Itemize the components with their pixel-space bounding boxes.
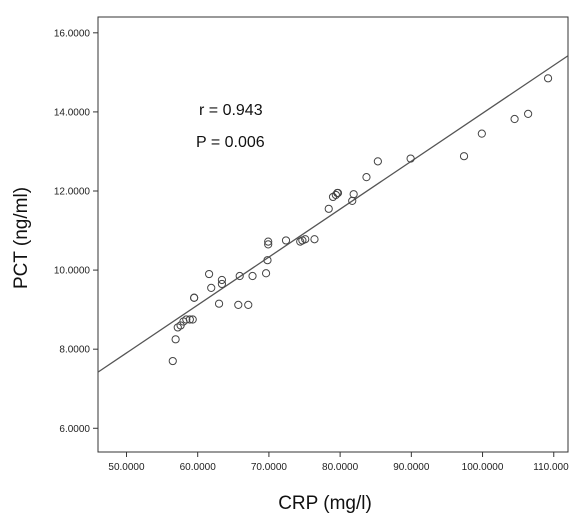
x-tick-label: 70.0000 bbox=[251, 462, 288, 473]
x-tick-label: 60.0000 bbox=[180, 462, 217, 473]
data-point bbox=[477, 129, 486, 138]
y-axis-title: PCT (ng/ml) bbox=[11, 187, 32, 289]
data-point bbox=[331, 190, 340, 200]
data-point bbox=[261, 269, 271, 278]
data-point bbox=[217, 275, 227, 285]
data-point bbox=[264, 240, 273, 249]
data-point bbox=[510, 114, 519, 124]
data-point bbox=[244, 300, 253, 309]
annotation-p: P = 0.006 bbox=[196, 134, 265, 151]
x-tick-label: 80.0000 bbox=[322, 462, 359, 473]
y-tick-label: 12.0000 bbox=[54, 187, 91, 198]
data-point bbox=[333, 188, 343, 198]
data-point bbox=[264, 237, 273, 246]
data-point bbox=[217, 279, 227, 289]
fit-line bbox=[97, 55, 569, 373]
data-point bbox=[171, 335, 180, 344]
data-point bbox=[349, 190, 358, 199]
data-point bbox=[459, 152, 469, 161]
x-tick-label: 110.0000 bbox=[533, 462, 569, 473]
data-point bbox=[190, 293, 199, 302]
data-point bbox=[188, 315, 197, 324]
y-tick-label: 10.0000 bbox=[54, 266, 91, 277]
annotation-r: r = 0.943 bbox=[199, 102, 263, 119]
data-point bbox=[310, 235, 319, 244]
data-point bbox=[406, 154, 415, 163]
data-point bbox=[373, 157, 382, 166]
data-point bbox=[235, 271, 244, 281]
x-tick-label: 90.0000 bbox=[393, 462, 430, 473]
y-tick-label: 8.0000 bbox=[59, 345, 90, 356]
data-point bbox=[263, 256, 272, 265]
data-point bbox=[301, 235, 310, 244]
y-axis: 6.0000 8.0000 10.0000 12.0000 14.0000 16.0000 bbox=[54, 28, 98, 435]
data-point bbox=[324, 204, 333, 213]
data-points bbox=[168, 74, 553, 366]
data-point bbox=[362, 173, 371, 182]
data-point bbox=[248, 271, 257, 281]
data-point bbox=[182, 315, 191, 324]
data-point bbox=[281, 236, 291, 245]
data-point bbox=[214, 299, 224, 308]
x-tick-label: 50.0000 bbox=[108, 462, 145, 473]
x-tick-label: 100.0000 bbox=[462, 462, 504, 473]
x-axis-title: CRP (mg/l) bbox=[278, 493, 372, 514]
y-tick-label: 14.0000 bbox=[54, 107, 91, 118]
data-point bbox=[543, 74, 553, 83]
y-tick-label: 6.0000 bbox=[59, 424, 90, 435]
data-point bbox=[207, 283, 216, 292]
data-point bbox=[524, 109, 533, 118]
data-point bbox=[296, 237, 305, 246]
data-point bbox=[204, 269, 214, 279]
data-point bbox=[234, 300, 243, 309]
x-axis: 50.0000 60.0000 70.0000 80.0000 90.0000 100.0… bbox=[108, 452, 569, 473]
y-tick-label: 16.0000 bbox=[54, 28, 91, 39]
data-point bbox=[185, 315, 194, 324]
plot-frame bbox=[97, 16, 569, 453]
data-point bbox=[168, 356, 177, 366]
